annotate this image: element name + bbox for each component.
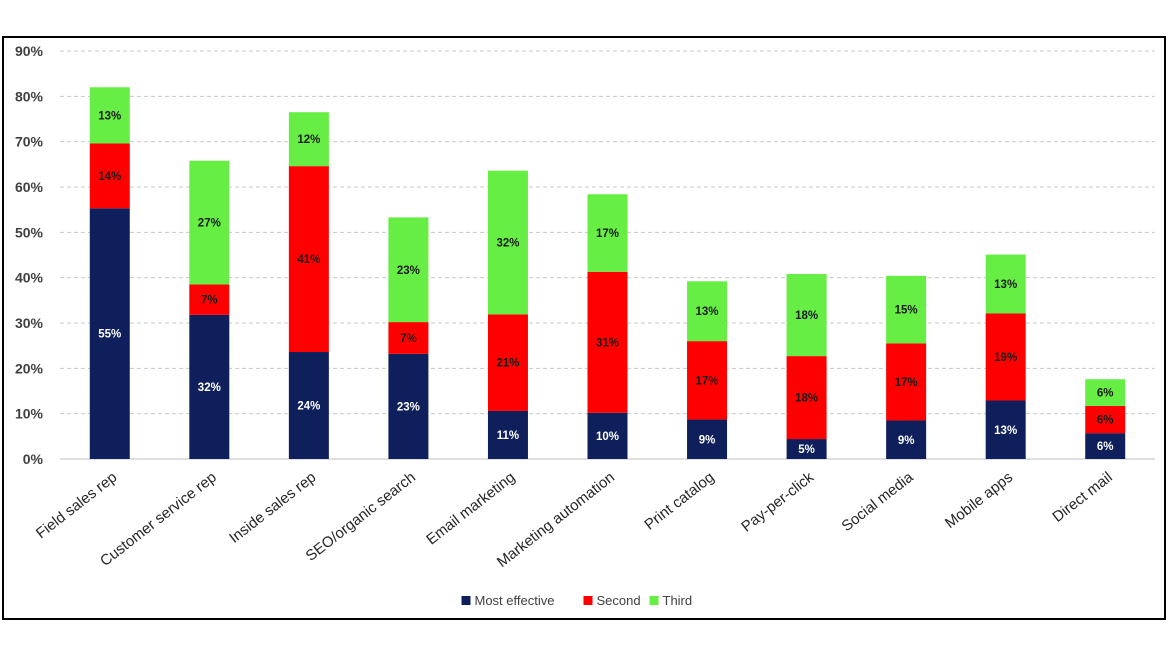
data-label: 9%	[898, 435, 915, 447]
bar-segment	[189, 284, 230, 315]
bar-segment	[388, 217, 429, 323]
data-label: 12%	[297, 134, 320, 146]
y-tick-label: 10%	[15, 406, 44, 422]
y-tick-label: 0%	[23, 451, 44, 467]
bar-segment	[388, 322, 429, 354]
bar-segment	[687, 341, 728, 420]
data-label: 23%	[397, 401, 420, 413]
data-label: 24%	[297, 401, 320, 413]
category-label: Inside sales rep	[226, 469, 319, 547]
bar-segment	[886, 420, 927, 459]
bar-segment	[1085, 379, 1126, 406]
data-label: 13%	[98, 110, 121, 122]
data-label: 13%	[696, 306, 719, 318]
data-label: 32%	[496, 238, 519, 250]
category-label: Social media	[838, 468, 917, 535]
data-label: 41%	[297, 254, 320, 266]
y-tick-label: 40%	[15, 270, 44, 286]
data-label: 18%	[795, 393, 818, 405]
bar-segment	[288, 352, 329, 459]
data-label: 13%	[994, 279, 1017, 291]
data-label: 14%	[98, 171, 121, 183]
bar-segment	[587, 271, 628, 413]
bar-segment	[985, 400, 1026, 459]
data-label: 17%	[895, 377, 918, 389]
data-label: 31%	[596, 337, 619, 349]
bar-segment	[1085, 405, 1126, 434]
bar-segment	[985, 254, 1026, 314]
y-tick-label: 70%	[15, 134, 44, 150]
bar-segment	[1085, 433, 1126, 459]
category-label: Direct mail	[1049, 469, 1115, 526]
data-label: 10%	[596, 431, 619, 443]
y-tick-label: 50%	[15, 224, 44, 240]
data-label: 27%	[198, 218, 221, 230]
y-tick-label: 90%	[15, 43, 44, 59]
category-label: Field sales rep	[33, 469, 120, 542]
data-label: 21%	[496, 358, 519, 370]
data-label: 7%	[400, 333, 417, 345]
data-label: 6%	[1097, 415, 1114, 427]
data-label: 17%	[696, 375, 719, 387]
category-label: Email marketing	[423, 469, 518, 549]
data-label: 55%	[98, 329, 121, 341]
data-label: 17%	[596, 228, 619, 240]
data-label: 9%	[699, 434, 716, 446]
bar-segment	[189, 314, 230, 459]
legend-label: Most effective	[475, 593, 555, 608]
data-label: 6%	[1097, 388, 1114, 400]
bar-segment	[487, 170, 528, 315]
legend-label: Third	[663, 593, 693, 608]
bar-segment	[587, 194, 628, 272]
y-tick-label: 30%	[15, 315, 44, 331]
bar-segment	[487, 410, 528, 459]
bar-segment	[89, 87, 130, 144]
category-label: SEO/organic search	[303, 469, 419, 565]
category-label: Pay-per-click	[738, 468, 817, 535]
bar-segment	[288, 112, 329, 167]
legend-swatch	[461, 596, 471, 605]
y-tick-label: 20%	[15, 360, 44, 376]
data-label: 7%	[201, 295, 218, 307]
bar-segment	[189, 160, 230, 285]
data-label: 18%	[795, 310, 818, 322]
data-label: 11%	[497, 430, 519, 442]
bar-segment	[288, 166, 329, 353]
bar-segment	[587, 412, 628, 459]
bar-segment	[687, 419, 728, 459]
legend-label: Second	[597, 593, 641, 608]
legend-swatch	[583, 596, 593, 605]
bar-segment	[687, 281, 728, 342]
bar-segment	[786, 274, 827, 357]
data-label: 32%	[198, 382, 221, 394]
category-label: Mobile apps	[942, 469, 1016, 532]
bar-segment	[89, 208, 130, 459]
y-tick-label: 80%	[15, 88, 44, 104]
bar-segment	[388, 353, 429, 459]
data-label: 6%	[1097, 441, 1114, 453]
bar-segment	[886, 343, 927, 421]
bar-segment	[985, 313, 1026, 401]
category-label: Print catalog	[641, 469, 717, 534]
bar-segment	[886, 275, 927, 344]
data-label: 15%	[895, 305, 918, 317]
bar-segment	[786, 356, 827, 440]
data-label: 5%	[798, 444, 815, 456]
legend-swatch	[649, 596, 659, 605]
data-label: 19%	[994, 352, 1017, 364]
data-label: 23%	[397, 265, 420, 277]
data-label: 13%	[994, 425, 1017, 437]
bar-segment	[487, 314, 528, 411]
bar-segment	[786, 439, 827, 459]
y-tick-label: 60%	[15, 179, 44, 195]
bar-segment	[89, 143, 130, 209]
